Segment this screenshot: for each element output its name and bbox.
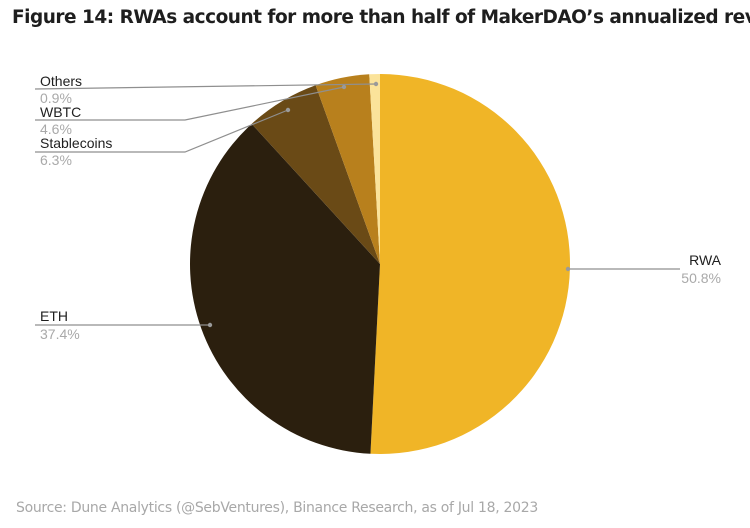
leader-line-stablecoins bbox=[35, 109, 289, 153]
pct-stablecoins: 6.3% bbox=[40, 152, 72, 168]
leader-dot-stablecoins bbox=[285, 107, 291, 113]
pie-slice-rwa bbox=[370, 74, 570, 454]
label-others: Others bbox=[40, 73, 82, 89]
pct-eth: 37.4% bbox=[40, 326, 80, 342]
label-rwa: RWA bbox=[689, 252, 722, 268]
pct-others: 0.9% bbox=[40, 90, 72, 106]
leader-dot-rwa bbox=[565, 266, 571, 272]
pie-slice-stablecoins bbox=[251, 85, 380, 264]
label-stablecoins: Stablecoins bbox=[40, 135, 112, 151]
label-wbtc: WBTC bbox=[40, 104, 81, 120]
leader-line-wbtc bbox=[35, 86, 345, 121]
pie-slice-others bbox=[369, 73, 380, 264]
leader-dots bbox=[207, 81, 571, 328]
label-eth: ETH bbox=[40, 308, 68, 324]
leader-line-others bbox=[34, 83, 377, 90]
pct-wbtc: 4.6% bbox=[40, 121, 72, 137]
pie-slices bbox=[190, 73, 570, 454]
source-note: Source: Dune Analytics (@SebVentures), B… bbox=[16, 500, 538, 516]
chart-title: Figure 14: RWAs account for more than ha… bbox=[12, 7, 750, 28]
pct-rwa: 50.8% bbox=[681, 270, 721, 286]
leader-dot-eth bbox=[207, 322, 213, 328]
leader-dot-wbtc bbox=[341, 84, 347, 90]
pie-slice-eth bbox=[190, 123, 380, 454]
leader-lines bbox=[34, 83, 680, 326]
leader-dot-others bbox=[373, 81, 379, 87]
pie-slice-wbtc bbox=[315, 74, 380, 264]
